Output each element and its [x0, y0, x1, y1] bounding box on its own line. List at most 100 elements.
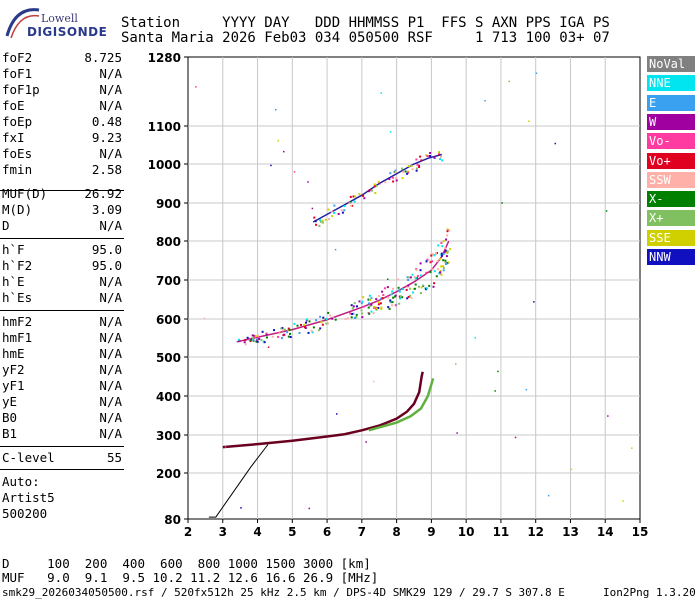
- echo-point: [362, 296, 365, 299]
- legend-item-6: SSW: [647, 171, 695, 188]
- footer-muf-row: MUF 9.0 9.1 9.5 10.2 11.2 12.6 16.6 26.9…: [2, 570, 379, 585]
- echo-point: [415, 269, 418, 272]
- echo-point: [418, 164, 420, 167]
- legend-item-10: NNW: [647, 249, 695, 265]
- echo-point: [442, 259, 445, 262]
- echo-point: [404, 170, 407, 173]
- echo-point: [392, 287, 394, 290]
- x-tick-label: 2: [184, 525, 192, 539]
- param-label-5: fxI: [2, 130, 25, 145]
- trace-2: [236, 240, 450, 343]
- echo-point: [260, 339, 263, 342]
- echo-point: [368, 294, 371, 297]
- legend-item-9: SSE: [647, 229, 695, 246]
- echo-point: [343, 209, 346, 212]
- echo-point: [287, 335, 290, 338]
- echo-point: [368, 302, 370, 305]
- echo-point: [429, 152, 432, 154]
- echo-point: [408, 276, 411, 279]
- echo-point: [391, 290, 394, 293]
- param-label-13: h`E: [2, 274, 25, 289]
- echo-point: [419, 269, 422, 272]
- echo-point: [253, 336, 256, 339]
- param-value-4: 0.48: [91, 114, 122, 129]
- echo-point: [369, 304, 372, 307]
- echo-point: [380, 307, 383, 310]
- echo-point: [253, 334, 256, 337]
- noise-point: [570, 468, 573, 471]
- echo-point: [350, 304, 353, 307]
- echo-point: [392, 296, 395, 299]
- echo-point: [433, 156, 436, 159]
- echo-point: [433, 254, 436, 257]
- echo-point: [271, 335, 274, 338]
- noise-point: [387, 278, 389, 280]
- x-tick-label: 7: [358, 525, 366, 539]
- echo-point: [438, 151, 440, 153]
- param-label-1: foF1: [2, 66, 33, 81]
- footer-file-info: smk29_2026034050500.rsf / 520fx512h 25 k…: [2, 586, 565, 599]
- param-value-20: N/A: [99, 394, 122, 409]
- echo-point: [244, 338, 247, 341]
- x-tick-label: 11: [493, 525, 510, 539]
- echo-point: [417, 285, 420, 288]
- param-value-18: N/A: [99, 362, 122, 377]
- echo-point: [375, 298, 378, 301]
- echo-point: [425, 154, 428, 157]
- echo-point: [416, 275, 419, 277]
- echo-point: [442, 240, 445, 243]
- echo-point: [363, 197, 366, 200]
- echo-point: [392, 180, 395, 183]
- echo-point: [281, 327, 284, 329]
- y-tick-label: 600: [156, 313, 181, 327]
- noise-point: [275, 109, 277, 111]
- echo-point: [397, 278, 400, 281]
- echo-point: [315, 319, 318, 322]
- echo-point: [440, 241, 443, 244]
- echo-point: [438, 153, 441, 156]
- echo-point: [391, 301, 394, 304]
- echo-point: [401, 296, 404, 299]
- noise-point: [224, 446, 227, 448]
- noise-point: [389, 131, 392, 133]
- echo-point: [372, 312, 375, 315]
- echo-point: [436, 260, 439, 263]
- echo-point: [349, 312, 352, 315]
- param-value-2: N/A: [99, 82, 122, 97]
- echo-point: [249, 340, 252, 343]
- echo-point: [370, 310, 373, 313]
- echo-point: [439, 158, 441, 161]
- echo-point: [348, 202, 351, 205]
- echo-point: [410, 165, 413, 168]
- echo-point: [430, 254, 433, 257]
- noise-point: [484, 100, 486, 102]
- plot-frame: [187, 56, 641, 520]
- echo-point: [439, 270, 442, 273]
- echo-point: [383, 287, 386, 290]
- noise-point: [547, 494, 550, 497]
- param-value-9: 3.09: [91, 202, 122, 217]
- echo-point: [350, 205, 353, 207]
- echo-point: [288, 328, 291, 331]
- legend-item-1: NNE: [647, 75, 695, 92]
- echo-point: [438, 258, 441, 261]
- param-label-11: h`F: [2, 242, 25, 257]
- echo-point: [368, 312, 371, 315]
- echo-point: [426, 155, 429, 158]
- echo-point: [413, 276, 416, 278]
- echo-point: [300, 323, 302, 326]
- echo-point: [394, 169, 397, 172]
- echo-point: [353, 200, 356, 203]
- echo-point: [355, 316, 358, 318]
- echo-point: [398, 302, 401, 305]
- echo-point: [319, 219, 321, 222]
- echo-point: [258, 338, 261, 340]
- echo-point: [315, 223, 318, 226]
- noise-point: [307, 181, 309, 183]
- echo-point: [406, 172, 409, 175]
- echo-point: [367, 306, 370, 309]
- echo-point: [388, 178, 391, 180]
- echo-point: [440, 265, 443, 268]
- echo-point: [415, 158, 418, 161]
- noise-point: [525, 388, 528, 391]
